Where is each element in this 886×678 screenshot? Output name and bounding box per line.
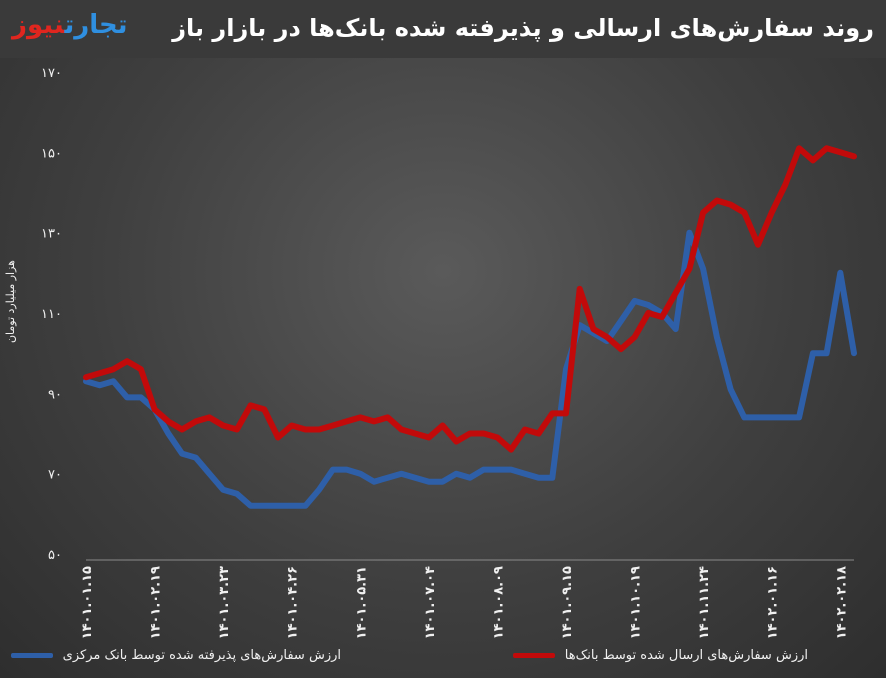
x-tick-label: ۱۴۰۱.۰۸.۰۹ xyxy=(491,566,506,638)
x-tick-label: ۱۴۰۱.۰۴.۲۶ xyxy=(286,566,301,638)
legend-label-accepted: ارزش سفارش‌های پذیرفته شده توسط بانک مرک… xyxy=(62,648,341,663)
x-tick-label: ۱۴۰۲.۰۲.۱۸ xyxy=(834,566,849,638)
y-tick-label: ۵۰ xyxy=(48,548,62,563)
header-bar: تجارتنیوز روند سفارش‌های ارسالی و پذیرفت… xyxy=(0,0,886,58)
y-tick-label: ۱۱۰ xyxy=(41,307,62,322)
chart-title: روند سفارش‌های ارسالی و پذیرفته شده بانک… xyxy=(172,14,874,42)
line-chart: ۵۰ ۷۰ ۹۰ ۱۱۰ ۱۳۰ ۱۵۰ ۱۷۰ ۱۴۰۱.۰۱.۱۵ ۱۴۰۱.۰۲.۱۹ ۱۴… xyxy=(41,66,857,638)
logo-text-part1: تجارت xyxy=(64,10,128,40)
x-tick-label: ۱۴۰۱.۰۷.۰۴ xyxy=(423,566,438,638)
x-tick-label: ۱۴۰۱.۰۳.۲۳ xyxy=(217,566,232,638)
x-tick-label: ۱۴۰۲.۰۱.۱۶ xyxy=(766,566,781,638)
y-tick-label: ۹۰ xyxy=(48,387,62,402)
legend-item-accepted: ارزش سفارش‌های پذیرفته شده توسط بانک مرک… xyxy=(10,648,341,663)
legend-item-sent: ارزش سفارش‌های ارسال شده توسط بانک‌ها xyxy=(512,648,808,663)
legend-swatch-accepted xyxy=(10,653,53,658)
legend-swatch-sent xyxy=(512,653,555,658)
x-tick-label: ۱۴۰۱.۰۲.۱۹ xyxy=(149,566,164,638)
series-line-sent xyxy=(83,145,857,453)
x-tick-label: ۱۴۰۱.۰۱.۱۵ xyxy=(80,566,95,638)
x-tick-label: ۱۴۰۱.۰۵.۳۱ xyxy=(354,566,369,638)
y-axis-label: هزار میلیارد تومان xyxy=(4,260,17,344)
y-tick-label: ۱۳۰ xyxy=(41,227,62,242)
x-tick-label: ۱۴۰۱.۰۹.۱۵ xyxy=(560,566,575,638)
x-tick-label: ۱۴۰۱.۱۰.۱۹ xyxy=(629,566,644,638)
brand-logo: تجارتنیوز xyxy=(12,10,128,40)
y-tick-label: ۱۷۰ xyxy=(41,66,62,81)
logo-text-part2: نیوز xyxy=(12,10,65,40)
series-line-accepted xyxy=(83,229,857,509)
x-tick-label: ۱۴۰۱.۱۱.۲۴ xyxy=(697,566,712,638)
legend-label-sent: ارزش سفارش‌های ارسال شده توسط بانک‌ها xyxy=(564,648,808,663)
y-tick-label: ۷۰ xyxy=(48,468,62,483)
legend: ارزش سفارش‌های پذیرفته شده توسط بانک مرک… xyxy=(0,640,886,670)
y-tick-label: ۱۵۰ xyxy=(41,146,62,161)
